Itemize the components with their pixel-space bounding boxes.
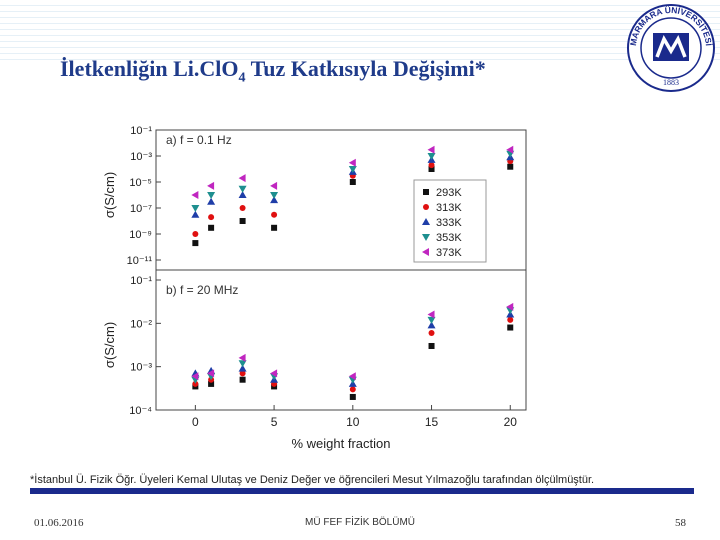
title-main: İletkenliğin Li.ClO — [60, 56, 239, 81]
data-point-333K — [238, 364, 247, 372]
x-tick-label: 0 — [192, 415, 199, 429]
data-point-373K — [427, 145, 435, 154]
x-tick-label: 20 — [504, 415, 518, 429]
y-tick-label: 10⁻³ — [130, 362, 152, 374]
legend-marker — [422, 218, 430, 225]
data-point-373K — [348, 158, 356, 167]
data-point-293K — [507, 324, 514, 331]
y-axis-label: σ(S/cm) — [102, 172, 117, 218]
data-point-373K — [348, 372, 356, 381]
y-tick-label: 10⁻¹ — [130, 275, 152, 287]
data-point-373K — [191, 372, 199, 381]
legend-label: 373K — [436, 247, 462, 259]
panel-label: b) f = 20 MHz — [166, 283, 238, 297]
data-point-293K — [208, 380, 215, 387]
data-point-313K — [239, 370, 246, 377]
legend-marker — [423, 204, 429, 210]
legend-label: 333K — [436, 217, 462, 229]
legend-marker — [423, 189, 429, 195]
footer-date: 01.06.2016 — [34, 517, 84, 529]
title-rest: Tuz Katkısıyla Değişimi* — [245, 56, 486, 81]
data-point-293K — [239, 376, 246, 383]
conductivity-chart: 10⁻¹ 10⁻³ 10⁻⁵ 10⁻⁷ 10⁻⁹ 10⁻¹¹ a) f = 0.1 Hz σ(… — [102, 125, 527, 451]
data-point-373K — [270, 181, 278, 190]
data-point-293K — [192, 240, 199, 247]
data-point-353K — [238, 360, 247, 368]
data-point-293K — [349, 393, 356, 400]
data-point-313K — [349, 386, 356, 393]
data-point-373K — [506, 302, 514, 311]
legend-label: 353K — [436, 232, 462, 244]
y-tick-label: 10⁻⁵ — [129, 177, 152, 189]
data-point-333K — [427, 321, 436, 329]
legend-marker — [422, 234, 430, 241]
data-point-313K — [271, 211, 278, 218]
data-point-333K — [207, 197, 216, 205]
data-point-373K — [270, 369, 278, 378]
data-point-373K — [238, 353, 246, 362]
data-point-313K — [428, 329, 435, 336]
data-point-353K — [238, 185, 247, 193]
data-point-373K — [207, 369, 215, 378]
data-point-293K — [507, 163, 514, 170]
y-tick-label: 10⁻² — [130, 318, 152, 330]
y-tick-label: 10⁻⁹ — [129, 229, 152, 241]
data-point-333K — [238, 191, 247, 198]
logo-year: 1883 — [663, 78, 679, 87]
data-point-373K — [191, 191, 199, 199]
data-point-293K — [208, 224, 215, 231]
data-point-353K — [427, 153, 436, 160]
data-point-313K — [239, 205, 246, 211]
data-point-313K — [507, 316, 514, 323]
y-tick-label: 10⁻³ — [130, 151, 152, 163]
x-tick-label: 10 — [346, 415, 360, 429]
data-point-313K — [428, 162, 435, 169]
slide-title: İletkenliğin Li.ClO4 Tuz Katkısıyla Deği… — [60, 56, 620, 86]
x-tick-label: 15 — [425, 415, 439, 429]
data-point-353K — [207, 192, 216, 199]
y-tick-label: 10⁻⁷ — [130, 203, 152, 215]
footnote: *İstanbul Ü. Fizik Öğr. Üyeleri Kemal Ul… — [30, 474, 595, 486]
data-point-353K — [427, 316, 436, 324]
data-point-293K — [428, 342, 435, 349]
data-point-373K — [207, 181, 215, 190]
y-tick-label: 10⁻⁴ — [129, 405, 152, 417]
x-axis-label: % weight fraction — [292, 436, 391, 451]
data-point-373K — [506, 145, 514, 154]
data-point-313K — [192, 380, 199, 387]
data-point-333K — [191, 210, 200, 218]
data-point-373K — [238, 174, 246, 183]
data-point-353K — [348, 166, 357, 173]
y-tick-label: 10⁻¹¹ — [127, 255, 153, 267]
legend-label: 313K — [436, 202, 462, 214]
data-point-293K — [271, 224, 278, 231]
data-point-373K — [427, 310, 435, 319]
panel-label: a) f = 0.1 Hz — [166, 133, 232, 147]
data-point-353K — [270, 192, 279, 199]
y-axis-label: σ(S/cm) — [102, 322, 117, 368]
title-subscript: 4 — [238, 70, 246, 86]
data-point-353K — [191, 205, 200, 212]
data-point-313K — [208, 214, 215, 221]
data-point-293K — [239, 218, 246, 224]
legend-marker — [422, 248, 429, 256]
data-point-293K — [349, 179, 356, 185]
legend-label: 293K — [436, 187, 462, 199]
data-point-313K — [192, 231, 199, 237]
data-point-333K — [270, 196, 279, 204]
footer-department: MÜ FEF FİZİK BÖLÜMÜ — [305, 517, 415, 528]
divider-bar — [30, 488, 694, 494]
x-tick-label: 5 — [271, 415, 278, 429]
data-point-293K — [428, 166, 435, 172]
university-logo: 1883 MARMARA ÜNİVERSİTESİ — [627, 4, 715, 92]
header-stripes — [0, 0, 720, 62]
y-tick-label: 10⁻¹ — [130, 125, 152, 137]
page-number: 58 — [675, 517, 686, 529]
